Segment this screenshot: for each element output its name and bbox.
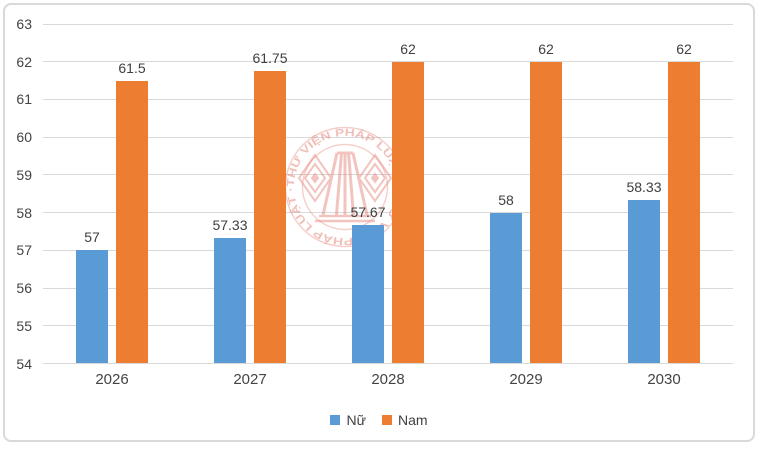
data-label: 61.75 bbox=[252, 50, 288, 67]
data-label: 62 bbox=[676, 40, 692, 57]
data-label: 61.5 bbox=[118, 59, 146, 76]
watermark-logo: THƯ VIỆN PHÁP LUẬT · THƯ VIỆN PHÁP LUẬT … bbox=[284, 127, 406, 248]
legend-label: Nam bbox=[397, 412, 428, 428]
x-axis-tick-label: 2030 bbox=[647, 371, 681, 388]
gridline bbox=[43, 23, 733, 25]
y-axis-tick-label: 63 bbox=[16, 16, 32, 32]
gridline bbox=[43, 61, 733, 63]
gridline bbox=[43, 249, 733, 251]
y-axis-tick-label: 62 bbox=[16, 53, 32, 70]
data-label: 58.33 bbox=[626, 179, 662, 196]
x-axis-tick-label: 2026 bbox=[95, 371, 129, 388]
legend-label: Nữ bbox=[346, 412, 366, 428]
y-axis-tick-label: 57 bbox=[16, 242, 32, 259]
bar-nu-2027 bbox=[214, 237, 246, 364]
chart-frame bbox=[3, 3, 755, 442]
gridline bbox=[43, 98, 733, 100]
x-axis-tick-label: 2027 bbox=[233, 371, 267, 388]
bar-nu-2026 bbox=[76, 250, 108, 364]
y-axis-tick-label: 58 bbox=[16, 204, 32, 221]
data-label: 57.67 bbox=[350, 204, 386, 221]
legend-item-nam: Nam bbox=[381, 412, 428, 428]
data-label: 57.33 bbox=[212, 216, 248, 233]
bar-nam-2030 bbox=[668, 61, 700, 364]
gridline bbox=[43, 212, 733, 214]
legend-item-nu: Nữ bbox=[330, 412, 366, 428]
gridline bbox=[43, 363, 733, 364]
bar-nam-2027 bbox=[254, 71, 286, 364]
legend: Nữ Nam bbox=[0, 409, 758, 431]
legend-swatch-icon bbox=[330, 415, 341, 425]
legend-swatch-icon bbox=[381, 415, 392, 425]
x-axis-tick-label: 2029 bbox=[509, 371, 543, 388]
data-label: 62 bbox=[538, 40, 554, 57]
y-axis-tick-label: 54 bbox=[16, 355, 32, 372]
y-axis-tick-label: 60 bbox=[16, 129, 32, 146]
bar-nu-2030 bbox=[628, 200, 660, 364]
data-label: 62 bbox=[400, 40, 416, 57]
y-axis-tick-label: 59 bbox=[16, 166, 32, 183]
data-label: 57 bbox=[84, 229, 100, 246]
bar-nam-2028 bbox=[392, 61, 424, 364]
bar-nu-2029 bbox=[490, 212, 522, 364]
y-axis-tick-label: 56 bbox=[16, 280, 32, 297]
y-axis-tick-label: 55 bbox=[16, 317, 32, 334]
watermark-monument-emblem bbox=[297, 151, 393, 223]
watermark-inner-ring bbox=[301, 143, 389, 231]
gridline bbox=[43, 287, 733, 289]
y-axis-tick-label: 61 bbox=[16, 91, 32, 108]
bar-nam-2029 bbox=[530, 61, 562, 364]
gridline bbox=[43, 325, 733, 327]
bar-nu-2028 bbox=[352, 225, 384, 364]
data-label: 58 bbox=[498, 191, 514, 208]
x-axis-tick-label: 2028 bbox=[371, 371, 405, 388]
gridline bbox=[43, 136, 733, 138]
bar-nam-2026 bbox=[116, 80, 148, 364]
